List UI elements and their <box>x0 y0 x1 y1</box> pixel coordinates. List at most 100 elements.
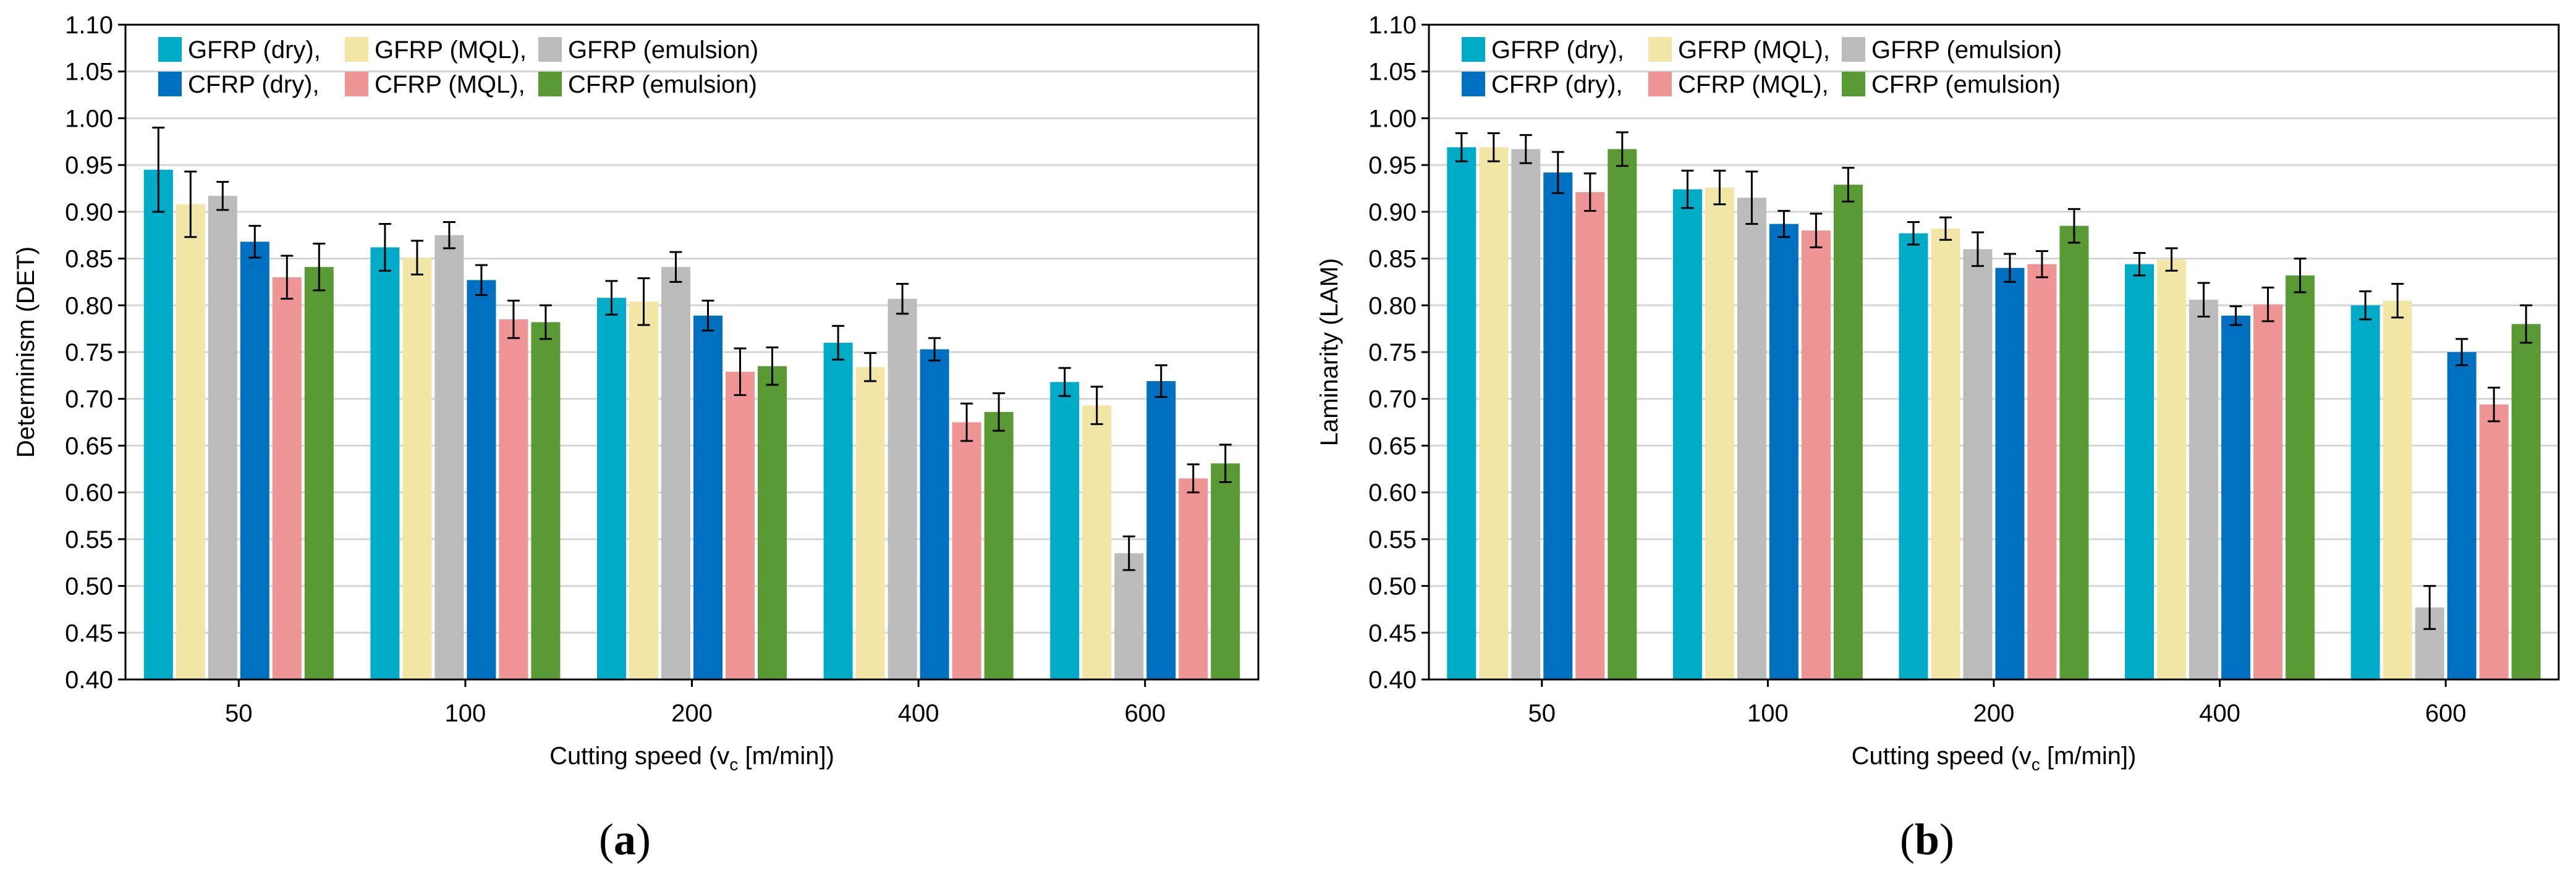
bar <box>597 298 626 680</box>
legend-label: CFRP (MQL), <box>375 71 525 98</box>
x-tick-label: 50 <box>1528 700 1556 727</box>
bar <box>2157 259 2187 680</box>
y-tick-label: 0.55 <box>65 526 113 553</box>
x-tick-label: 600 <box>1124 700 1166 727</box>
bar <box>1146 381 1176 679</box>
y-tick-label: 0.95 <box>65 152 113 179</box>
bar <box>2350 305 2380 679</box>
y-tick-label: 0.45 <box>65 620 113 647</box>
bar <box>1705 187 1734 679</box>
bar <box>176 204 205 679</box>
bar <box>2286 275 2315 679</box>
bar <box>143 169 173 679</box>
y-tick-label: 0.70 <box>65 386 113 413</box>
y-tick-label: 0.75 <box>1368 339 1417 366</box>
legend-label: GFRP (MQL), <box>1678 36 1830 64</box>
bar <box>629 301 658 679</box>
y-axis-label: Laminarity (LAM) <box>1316 258 1343 447</box>
legend-swatch <box>1648 72 1672 96</box>
x-tick-label: 200 <box>1973 700 2015 727</box>
bar <box>304 267 334 679</box>
bar <box>1963 249 1993 679</box>
bar <box>1737 198 1766 680</box>
bar <box>855 367 885 679</box>
legend-label: GFRP (emulsion) <box>568 36 758 64</box>
legend-swatch <box>345 37 368 62</box>
legend-swatch <box>1462 72 1485 96</box>
legend-swatch <box>1842 72 1865 96</box>
y-tick-label: 0.75 <box>65 339 113 366</box>
bar <box>402 258 432 679</box>
bar <box>2027 264 2057 680</box>
y-tick-label: 0.80 <box>1368 292 1417 319</box>
bar <box>531 322 561 679</box>
y-tick-label: 0.50 <box>1368 573 1417 600</box>
caption-panel-b: (b) <box>1900 815 1954 864</box>
x-axis-label: Cutting speed (vc [m/min]) <box>1852 742 2137 774</box>
bar <box>467 280 496 679</box>
bar <box>984 411 1014 679</box>
y-tick-label: 0.85 <box>1368 246 1417 273</box>
bar <box>1833 184 1863 679</box>
legend-label: GFRP (emulsion) <box>1871 36 2062 64</box>
bar <box>2125 264 2154 680</box>
bar <box>240 242 269 679</box>
bar <box>1575 192 1605 679</box>
legend-label: CFRP (dry), <box>188 71 320 98</box>
bar <box>2189 300 2219 679</box>
x-tick-label: 200 <box>671 700 713 727</box>
bar <box>434 235 464 679</box>
legend-swatch <box>538 72 562 96</box>
x-tick-label: 50 <box>225 700 253 727</box>
y-tick-label: 1.00 <box>1368 105 1417 132</box>
bar <box>499 319 528 679</box>
bar <box>1082 405 1112 679</box>
bar <box>1769 224 1799 679</box>
bar <box>888 298 917 680</box>
axes-frame <box>1428 23 2560 681</box>
bar <box>2253 304 2283 679</box>
x-axis-label: Cutting speed (vc [m/min]) <box>549 742 834 774</box>
y-tick-label: 0.95 <box>1368 152 1417 179</box>
y-tick-label: 0.90 <box>1368 199 1417 226</box>
bar <box>1801 230 1831 680</box>
y-tick-label: 1.10 <box>1368 12 1417 39</box>
legend-swatch <box>1648 37 1672 62</box>
y-axis-label: Determinism (DET) <box>12 246 40 458</box>
y-tick-label: 0.90 <box>65 199 113 226</box>
caption-panel-a: (a) <box>599 815 651 864</box>
bar <box>1179 478 1208 679</box>
y-tick-label: 1.10 <box>65 12 113 39</box>
y-tick-label: 0.45 <box>1368 620 1417 647</box>
axes-frame <box>124 23 1260 681</box>
panel-b-chart: 0.40 0.45 0.50 0.55 0.60 0.65 0.70 0.75 0.80 0.85… <box>1316 12 2560 774</box>
y-tick-label: 0.85 <box>65 246 113 273</box>
y-tick-label: 0.65 <box>65 432 113 460</box>
y-tick-label: 0.70 <box>1368 386 1417 413</box>
x-tick-label: 100 <box>445 700 486 727</box>
bar <box>952 422 981 679</box>
y-tick-label: 0.60 <box>65 479 113 507</box>
legend-swatch <box>158 72 182 96</box>
y-tick-label: 0.40 <box>1368 667 1417 694</box>
legend-swatch <box>538 37 562 62</box>
bar <box>1447 147 1477 679</box>
bar <box>2221 315 2251 679</box>
legend-label: CFRP (MQL), <box>1678 71 1829 98</box>
bar <box>2511 324 2541 679</box>
bar <box>823 342 853 679</box>
legend-label: GFRP (MQL), <box>375 36 527 64</box>
bar <box>2447 352 2476 679</box>
y-tick-label: 0.50 <box>65 573 113 600</box>
legend-label: GFRP (dry), <box>1491 36 1624 64</box>
legend-swatch <box>1842 37 1865 62</box>
panel-a-chart: 0.40 0.45 0.50 0.55 0.60 0.65 0.70 0.75 0.80 0.85… <box>12 12 1260 774</box>
y-tick-label: 0.55 <box>1368 526 1417 553</box>
bar <box>1899 233 1928 680</box>
legend-label: GFRP (dry), <box>188 36 321 64</box>
bar <box>208 196 237 680</box>
legend-swatch <box>345 72 368 96</box>
legend-label: CFRP (dry), <box>1491 71 1623 98</box>
y-tick-label: 0.60 <box>1368 479 1417 507</box>
